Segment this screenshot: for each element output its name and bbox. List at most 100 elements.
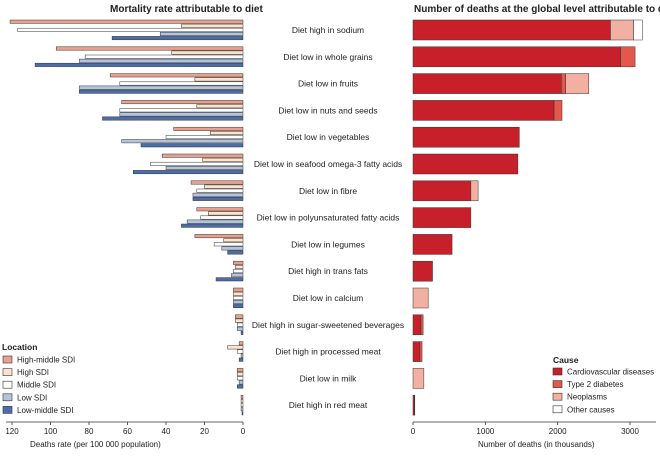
- category-label-diet-high-in-red-meat: Diet high in red meat: [289, 400, 368, 410]
- bar-middle-sdi-diet-low-in-milk: [237, 377, 243, 380]
- bar-high-sdi-diet-high-in-trans-fats: [235, 265, 243, 268]
- bar-middle-sdi-diet-high-in-sugar-sweetened-beverages: [237, 323, 243, 326]
- bar-low-middle-sdi-diet-low-in-milk: [237, 385, 243, 388]
- right-bars: [413, 20, 642, 415]
- category-label-diet-high-in-sugar-sweetened-beverages: Diet high in sugar-sweetened beverages: [252, 320, 404, 330]
- left-chart-title: Mortality rate attributable to diet: [110, 4, 263, 15]
- bar-high-sdi-diet-low-in-calcium: [233, 292, 243, 295]
- bar-low-middle-sdi-diet-low-in-fibre: [193, 197, 243, 200]
- bar-middle-sdi-diet-low-in-legumes: [214, 243, 243, 246]
- stack-cardiovascular-diseases-diet-low-in-nuts-and-seeds: [413, 100, 554, 120]
- bar-low-sdi-diet-low-in-fibre: [193, 193, 243, 196]
- left-tick-label-120: 120: [5, 427, 19, 436]
- left-legend-entry-high-sdi: High SDI: [17, 368, 49, 377]
- bar-middle-sdi-diet-high-in-processed-meat: [237, 350, 243, 353]
- bar-middle-sdi-diet-low-in-whole-grains: [85, 55, 243, 58]
- right-legend-swatch-other-causes: [553, 406, 562, 413]
- bar-high-sdi-diet-low-in-vegetables: [210, 131, 243, 134]
- bar-low-sdi-diet-low-in-calcium: [233, 300, 243, 303]
- bar-low-middle-sdi-diet-low-in-polyunsaturated-fatty-acids: [181, 224, 243, 227]
- left-tick-label-80: 80: [85, 427, 94, 436]
- left-tick-label-60: 60: [123, 427, 132, 436]
- bar-high-middle-sdi-diet-low-in-seafood-omega-3-fatty-acids: [162, 154, 243, 157]
- bar-high-sdi-diet-low-in-polyunsaturated-fatty-acids: [208, 212, 243, 215]
- bar-low-sdi-diet-low-in-nuts-and-seeds: [120, 113, 243, 116]
- right-legend-swatch-neoplasms: [553, 393, 562, 400]
- stack-type-2-diabetes-diet-low-in-whole-grains: [621, 47, 635, 67]
- stack-cardiovascular-diseases-diet-low-in-fibre: [413, 181, 471, 201]
- bar-low-sdi-diet-high-in-sugar-sweetened-beverages: [237, 327, 243, 330]
- bar-low-middle-sdi-diet-low-in-vegetables: [141, 144, 243, 147]
- left-legend-entry-low-middle-sdi: Low-middle SDI: [17, 406, 73, 415]
- bar-low-sdi-diet-high-in-sodium: [160, 32, 243, 35]
- bar-high-sdi-diet-low-in-fibre: [205, 185, 244, 188]
- left-legend-entry-low-sdi: Low SDI: [17, 393, 47, 402]
- right-legend-entry-neoplasms: Neoplasms: [567, 393, 607, 402]
- bar-low-middle-sdi-diet-high-in-red-meat: [242, 412, 243, 415]
- bar-high-middle-sdi-diet-low-in-whole-grains: [56, 47, 243, 50]
- bar-low-sdi-diet-low-in-polyunsaturated-fatty-acids: [187, 220, 243, 223]
- bar-middle-sdi-diet-low-in-fruits: [120, 82, 243, 85]
- left-tick-label-0: 0: [241, 427, 246, 436]
- bar-low-middle-sdi-diet-low-in-seafood-omega-3-fatty-acids: [133, 170, 243, 173]
- left-legend-swatch-low-sdi: [3, 394, 12, 401]
- bar-high-sdi-diet-low-in-milk: [237, 373, 243, 376]
- left-tick-label-100: 100: [44, 427, 58, 436]
- bar-high-sdi-diet-high-in-sugar-sweetened-beverages: [235, 319, 243, 322]
- bar-middle-sdi-diet-high-in-sodium: [18, 28, 243, 31]
- left-legend-title: Location: [2, 342, 37, 352]
- right-legend-title: Cause: [553, 355, 579, 365]
- right-tick-label-0: 0: [411, 427, 416, 436]
- bar-low-sdi-diet-high-in-processed-meat: [241, 354, 243, 357]
- category-label-diet-low-in-milk: Diet low in milk: [300, 373, 357, 383]
- right-legend-entry-cardiovascular-diseases: Cardiovascular diseases: [567, 368, 654, 377]
- bar-high-middle-sdi-diet-low-in-fruits: [110, 74, 243, 77]
- stack-neoplasms-diet-high-in-sodium: [610, 20, 633, 40]
- category-label-diet-low-in-legumes: Diet low in legumes: [291, 239, 365, 249]
- stack-cardiovascular-diseases-diet-low-in-vegetables: [413, 127, 519, 147]
- bar-high-middle-sdi-diet-high-in-trans-fats: [233, 261, 243, 264]
- left-legend-entry-middle-sdi: Middle SDI: [17, 381, 56, 390]
- bar-low-middle-sdi-diet-low-in-nuts-and-seeds: [102, 117, 243, 120]
- right-legend-swatch-type-2-diabetes: [553, 381, 562, 388]
- bar-low-middle-sdi-diet-low-in-legumes: [228, 251, 243, 254]
- bar-high-sdi-diet-high-in-processed-meat: [228, 346, 243, 349]
- bar-low-sdi-diet-low-in-vegetables: [122, 140, 243, 143]
- stack-type-2-diabetes-diet-high-in-sugar-sweetened-beverages: [421, 315, 423, 335]
- right-tick-label-3000: 3000: [621, 427, 639, 436]
- bar-low-middle-sdi-diet-high-in-processed-meat: [239, 358, 243, 361]
- bar-low-sdi-diet-low-in-legumes: [222, 247, 243, 250]
- right-legend-entry-type-2-diabetes: Type 2 diabetes: [567, 380, 623, 389]
- bar-high-middle-sdi-diet-low-in-calcium: [233, 288, 243, 291]
- category-label-diet-high-in-sodium: Diet high in sodium: [292, 25, 364, 35]
- stack-cardiovascular-diseases-diet-low-in-fruits: [413, 74, 561, 94]
- left-tick-label-40: 40: [162, 427, 171, 436]
- bar-low-sdi-diet-low-in-milk: [239, 381, 243, 384]
- bar-high-middle-sdi-diet-high-in-sugar-sweetened-beverages: [235, 315, 243, 318]
- category-label-diet-high-in-processed-meat: Diet high in processed meat: [275, 347, 381, 357]
- stack-type-2-diabetes-diet-low-in-fruits: [561, 74, 565, 94]
- bar-middle-sdi-diet-low-in-fibre: [197, 189, 243, 192]
- bar-low-sdi-diet-high-in-trans-fats: [231, 274, 243, 277]
- right-legend-swatch-cardiovascular-diseases: [553, 368, 562, 375]
- category-label-diet-low-in-fruits: Diet low in fruits: [298, 79, 358, 89]
- category-label-diet-low-in-vegetables: Diet low in vegetables: [287, 132, 370, 142]
- bar-low-middle-sdi-diet-high-in-sugar-sweetened-beverages: [241, 331, 243, 334]
- category-label-diet-low-in-nuts-and-seeds: Diet low in nuts and seeds: [278, 105, 377, 115]
- bar-middle-sdi-diet-high-in-trans-fats: [233, 269, 243, 272]
- category-label-diet-high-in-trans-fats: Diet high in trans fats: [288, 266, 368, 276]
- bar-low-middle-sdi-diet-low-in-calcium: [233, 304, 243, 307]
- right-legend: Cause Cardiovascular diseases Type 2 diab…: [553, 355, 654, 414]
- bar-high-middle-sdi-diet-high-in-sodium: [10, 20, 243, 23]
- stack-cardiovascular-diseases-diet-low-in-seafood-omega-3-fatty-acids: [413, 154, 518, 174]
- bar-middle-sdi-diet-low-in-nuts-and-seeds: [120, 109, 243, 112]
- right-tick-label-1000: 1000: [476, 427, 494, 436]
- stack-cardiovascular-diseases-diet-high-in-sodium: [413, 20, 610, 40]
- bar-high-sdi-diet-low-in-nuts-and-seeds: [197, 105, 243, 108]
- bar-high-middle-sdi-diet-low-in-nuts-and-seeds: [122, 100, 243, 103]
